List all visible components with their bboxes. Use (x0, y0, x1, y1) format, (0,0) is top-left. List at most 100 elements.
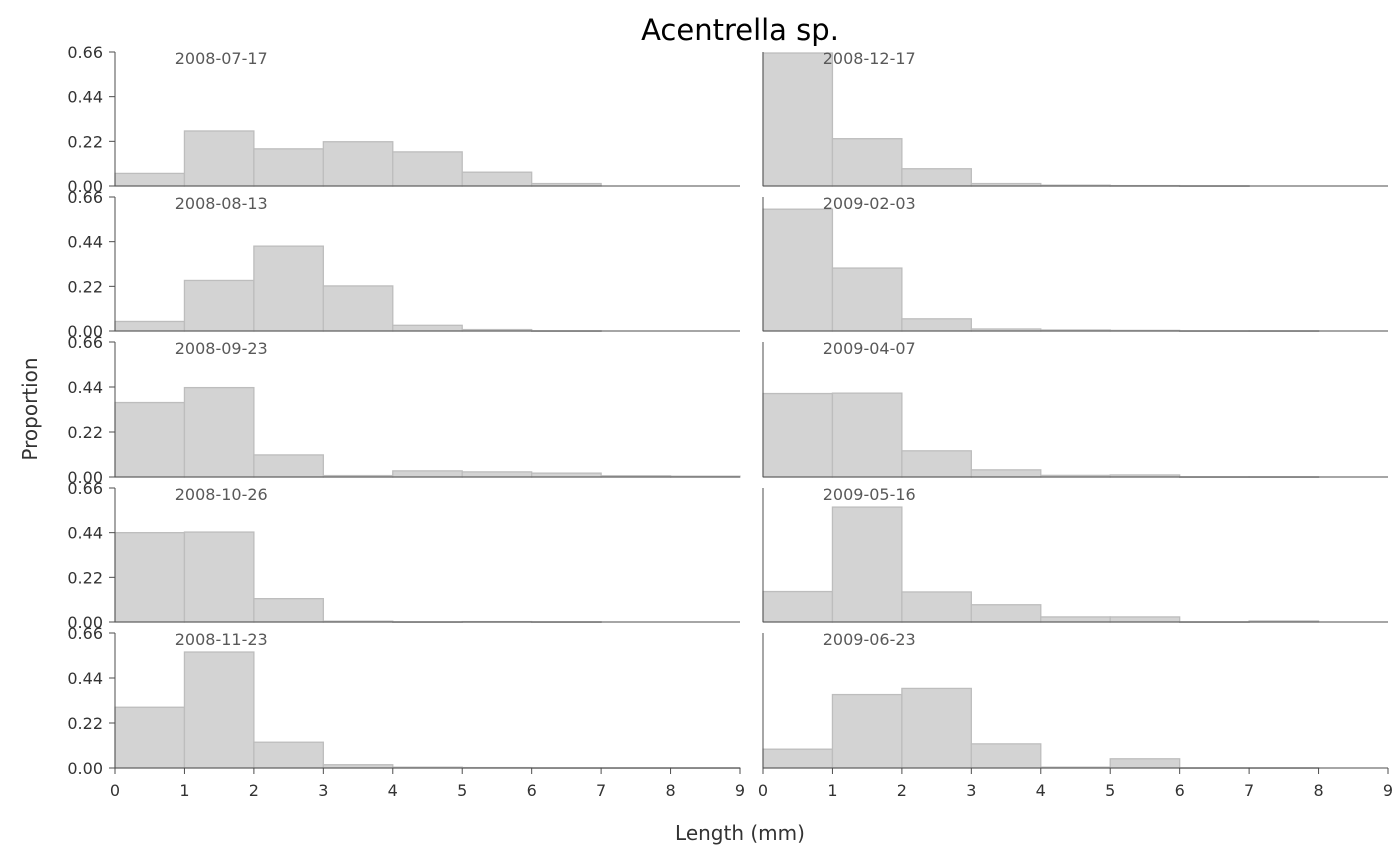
panel-2008-11-23: 0.00 0.22 0.44 0.66 2008-11-23 0 1 2 3 4 5 6 7 8 9 (67, 624, 745, 800)
bar-2009-04-07-bin-1 (831, 392, 903, 478)
x-tick-label-2008-11-23-5: 5 (457, 781, 467, 800)
panel-label-2009-05-16: 2009-05-16 (823, 485, 916, 504)
y-tick-label-2008-09-23-1: 0.22 (67, 423, 103, 442)
bar-2009-02-03-bin-1 (831, 267, 903, 332)
panel-label-2008-10-26: 2008-10-26 (175, 485, 268, 504)
x-tick-label-2009-06-23-3: 3 (966, 781, 976, 800)
bar-2008-09-23-bin-5 (461, 471, 533, 478)
x-axis-label: Length (mm) (675, 821, 805, 845)
bar-2009-05-16-bin-4 (1040, 616, 1111, 623)
y-tick-label-2008-10-26-0: 0.00 (67, 613, 103, 632)
y-tick-label-2008-11-23-0: 0.00 (67, 759, 103, 778)
panel-2009-02-03: 2009-02-03 (762, 194, 1388, 332)
y-tick-label-2008-08-13-2: 0.44 (67, 233, 103, 252)
x-tick-label-2009-06-23-1: 1 (827, 781, 837, 800)
panel-2008-12-17: 2008-12-17 (762, 49, 1388, 187)
bar-2008-09-23-bin-2 (253, 454, 324, 478)
panel-label-2008-08-13: 2008-08-13 (175, 194, 268, 213)
x-tick-label-2008-11-23-3: 3 (318, 781, 328, 800)
bar-2009-06-23-bin-2 (901, 687, 972, 769)
y-tick-label-2008-07-17-0: 0.00 (67, 177, 103, 196)
y-tick-label-2008-10-26-2: 0.44 (67, 524, 103, 543)
bar-2008-07-17-bin-3 (322, 141, 394, 187)
bar-2008-10-26-bin-1 (183, 531, 255, 623)
bar-2009-05-16-bin-3 (970, 604, 1042, 623)
x-tick-label-2009-06-23-9: 9 (1383, 781, 1393, 800)
bar-2008-08-13-bin-1 (183, 279, 255, 332)
bar-2008-12-17-bin-1 (831, 138, 903, 187)
x-tick-label-2008-11-23-6: 6 (527, 781, 537, 800)
x-tick-label-2009-06-23-6: 6 (1175, 781, 1185, 800)
bar-2009-04-07-bin-3 (970, 469, 1042, 478)
panel-label-2008-07-17: 2008-07-17 (175, 49, 268, 68)
x-tick-label-2008-11-23-4: 4 (388, 781, 398, 800)
bar-2008-07-17-bin-2 (253, 148, 324, 187)
panel-label-2009-02-03: 2009-02-03 (823, 194, 916, 213)
panel-label-2008-11-23: 2008-11-23 (175, 630, 268, 649)
bar-2009-06-23-bin-5 (1109, 758, 1181, 769)
bar-2008-09-23-bin-6 (531, 472, 602, 478)
x-tick-label-2008-11-23-1: 1 (179, 781, 189, 800)
bar-2008-10-26-bin-0 (114, 532, 186, 623)
panel-label-2009-04-07: 2009-04-07 (823, 339, 916, 358)
panel-label-2008-09-23: 2008-09-23 (175, 339, 268, 358)
chart-title: Acentrella sp. (641, 13, 839, 47)
x-tick-label-2009-06-23-7: 7 (1244, 781, 1254, 800)
panel-label-2009-06-23: 2009-06-23 (823, 630, 916, 649)
bar-2008-11-23-bin-0 (114, 706, 186, 769)
bar-2009-05-16-bin-1 (831, 506, 903, 623)
bar-2008-12-17-bin-2 (901, 168, 972, 187)
y-tick-label-2008-09-23-2: 0.44 (67, 378, 103, 397)
x-tick-label-2008-11-23-9: 9 (735, 781, 745, 800)
bar-2008-08-13-bin-4 (392, 324, 463, 332)
y-tick-label-2008-11-23-1: 0.22 (67, 714, 103, 733)
x-tick-label-2008-11-23-0: 0 (110, 781, 120, 800)
bar-2009-06-23-bin-0 (762, 748, 834, 769)
x-tick-label-2009-06-23-2: 2 (897, 781, 907, 800)
y-tick-label-2008-11-23-3: 0.66 (67, 624, 103, 643)
y-tick-label-2008-08-13-3: 0.66 (67, 188, 103, 207)
bar-2008-09-23-bin-1 (183, 386, 255, 478)
bar-2008-10-26-bin-2 (253, 598, 324, 623)
y-tick-label-2008-07-17-1: 0.22 (67, 132, 103, 151)
y-axis-label: Proportion (18, 357, 42, 460)
x-tick-label-2009-06-23-8: 8 (1313, 781, 1323, 800)
bar-2008-07-17-bin-4 (392, 151, 463, 187)
panel-2009-04-07: 2009-04-07 (762, 339, 1388, 478)
bar-2008-11-23-bin-1 (183, 651, 255, 769)
bar-2009-05-16-bin-2 (901, 591, 972, 623)
bar-2009-04-07-bin-2 (901, 450, 972, 478)
y-tick-label-2008-08-13-1: 0.22 (67, 277, 103, 296)
panel-2009-06-23: 2009-06-23 0 1 2 3 4 5 6 7 8 9 (758, 630, 1393, 800)
bar-2009-04-07-bin-0 (762, 392, 834, 478)
y-tick-label-2008-09-23-3: 0.66 (67, 333, 103, 352)
panels: 0.00 0.22 0.44 0.66 2008-07-17 2008-12-17 0.00… (67, 43, 1393, 800)
y-tick-label-2008-08-13-0: 0.00 (67, 322, 103, 341)
x-tick-label-2008-11-23-2: 2 (249, 781, 259, 800)
bar-2009-02-03-bin-2 (901, 318, 972, 332)
bar-2008-09-23-bin-4 (392, 470, 463, 478)
bar-2008-07-17-bin-1 (183, 130, 255, 187)
y-tick-label-2008-11-23-2: 0.44 (67, 669, 103, 688)
y-tick-label-2008-10-26-3: 0.66 (67, 479, 103, 498)
panel-2009-05-16: 2009-05-16 (762, 485, 1388, 623)
y-tick-label-2008-10-26-1: 0.22 (67, 568, 103, 587)
x-tick-label-2008-11-23-7: 7 (596, 781, 606, 800)
bar-2008-08-13-bin-0 (114, 320, 186, 332)
bar-2009-05-16-bin-5 (1109, 616, 1181, 623)
bar-2008-07-17-bin-0 (114, 172, 186, 187)
panel-label-2008-12-17: 2008-12-17 (823, 49, 916, 68)
bar-2008-08-13-bin-2 (253, 245, 324, 332)
x-tick-label-2009-06-23-4: 4 (1036, 781, 1046, 800)
y-tick-label-2008-07-17-3: 0.66 (67, 43, 103, 62)
bar-2008-08-13-bin-3 (322, 285, 394, 332)
bar-2009-05-16-bin-0 (762, 590, 834, 623)
bar-2008-09-23-bin-0 (114, 401, 186, 478)
x-tick-label-2008-11-23-8: 8 (665, 781, 675, 800)
bar-2008-11-23-bin-2 (253, 741, 324, 769)
panel-2008-10-26: 0.00 0.22 0.44 0.66 2008-10-26 (67, 479, 740, 632)
bar-2009-06-23-bin-1 (831, 693, 903, 769)
x-tick-label-2009-06-23-5: 5 (1105, 781, 1115, 800)
bar-2009-06-23-bin-3 (970, 743, 1042, 769)
